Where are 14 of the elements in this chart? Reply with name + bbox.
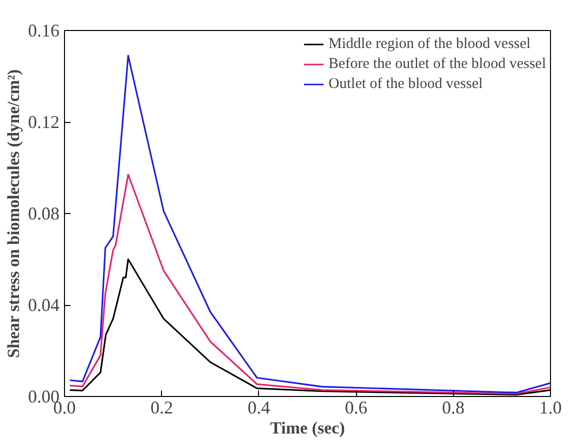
x-axis-title: Time (sec) (270, 418, 345, 438)
y-tick-label: 0.12 (28, 112, 60, 132)
x-tick-label: 1.0 (539, 398, 562, 418)
legend-label: Before the outlet of the blood vessel (328, 56, 546, 72)
x-tick-label: 0.4 (248, 398, 270, 418)
x-tick-label: 0.8 (442, 398, 465, 418)
y-tick-label: 0.04 (28, 295, 60, 315)
y-tick-label: 0.08 (28, 204, 60, 224)
x-tick-label: 0.6 (344, 398, 368, 418)
y-axis-title: Shear stress on biomolecules (dyne/cm²) (4, 69, 23, 358)
y-tick-label: 0.16 (28, 20, 60, 40)
legend-label: Middle region of the blood vessel (328, 36, 531, 52)
x-tick-label: 0.2 (150, 398, 173, 418)
legend-label: Outlet of the blood vessel (328, 76, 483, 92)
